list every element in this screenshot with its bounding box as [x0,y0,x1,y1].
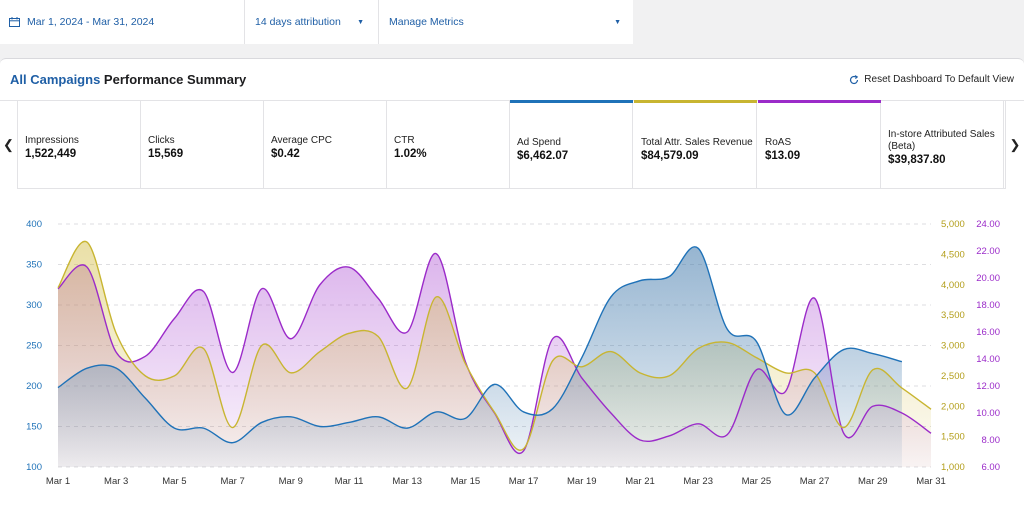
metric-cards-row: ❮ Impressions 1,522,449 Clicks 15,569 Av… [0,100,1024,189]
metric-value: $84,579.09 [641,150,699,162]
scroll-left-button[interactable]: ❮ [0,101,18,189]
metric-value: $39,837.80 [888,154,946,166]
top-filter-bar: Mar 1, 2024 - Mar 31, 2024 14 days attri… [0,0,633,44]
date-range-label: Mar 1, 2024 - Mar 31, 2024 [27,16,155,28]
y-left-tick-label: 300 [26,300,42,311]
ad-spend-shadow-area [58,246,902,467]
calendar-icon [9,17,20,27]
y-left-tick-label: 100 [26,462,42,473]
x-tick-label: Mar 17 [509,476,539,487]
chevron-left-icon: ❮ [3,137,14,152]
metric-value: $6,462.07 [517,150,569,162]
y-right-revenue-tick-label: 4,000 [941,280,965,291]
metric-card-impressions[interactable]: Impressions 1,522,449 [18,101,141,189]
title-rest: Performance Summary [103,72,247,87]
x-tick-label: Mar 5 [162,476,186,487]
metric-label: Total Attr. Sales Revenue [641,137,753,148]
y-right-roas-tick-label: 18.00 [976,300,1000,311]
y-right-roas-tick-label: 24.00 [976,219,1000,230]
metric-card-clicks[interactable]: Clicks 15,569 [141,101,264,189]
metric-value: 1.02% [394,148,427,160]
metric-value: $13.09 [765,150,801,162]
metric-card-roas[interactable]: RoAS $13.09 [758,100,881,189]
y-left-tick-label: 200 [26,381,42,392]
x-tick-label: Mar 21 [625,476,655,487]
x-tick-label: Mar 29 [858,476,888,487]
y-left-tick-label: 150 [26,422,42,433]
metric-label: Impressions [25,135,79,146]
metric-card-in-store-attributed-sales[interactable]: In-store Attributed Sales (Beta) $39,837… [881,101,1004,189]
performance-line-chart: 100 150 200 250 300 350 400 1,000 1,500 2,000 2,50… [26,219,1001,487]
manage-metrics-dropdown[interactable]: Manage Metrics ▼ [379,0,633,44]
y-left-tick-label: 350 [26,260,42,271]
metric-card-ctr[interactable]: CTR 1.02% [387,101,510,189]
x-tick-label: Mar 1 [46,476,70,487]
y-left-tick-label: 400 [26,219,42,230]
x-tick-label: Mar 11 [335,476,364,487]
x-tick-label: Mar 7 [220,476,244,487]
metric-label: In-store Attributed Sales (Beta) [888,129,995,152]
metric-label: CTR [394,135,415,146]
reset-label: Reset Dashboard To Default View [864,74,1014,85]
y-right-revenue-tick-label: 3,500 [941,310,965,321]
x-tick-label: Mar 25 [742,476,772,487]
metric-card-average-cpc[interactable]: Average CPC $0.42 [264,101,387,189]
metric-card-ad-spend[interactable]: Ad Spend $6,462.07 [510,100,633,189]
selected-indicator-bar [758,100,881,103]
metric-label: RoAS [765,137,792,148]
metric-value: 15,569 [148,148,184,160]
x-tick-label: Mar 31 [916,476,946,487]
metric-label: Average CPC [271,135,332,146]
metric-card-total-attr-sales-revenue[interactable]: Total Attr. Sales Revenue $84,579.09 [634,100,757,189]
attribution-label: 14 days attribution [255,16,341,28]
date-range-picker[interactable]: Mar 1, 2024 - Mar 31, 2024 [0,0,245,44]
panel-header: All Campaigns Performance Summary Reset … [0,59,1024,101]
y-right-revenue-tick-label: 3,000 [941,341,965,352]
y-right-roas-tick-label: 16.00 [976,327,1000,338]
metric-label: Clicks [148,135,175,146]
y-right-roas-tick-label: 14.00 [976,354,1000,365]
y-right-revenue-tick-label: 1,000 [941,462,965,473]
reset-dashboard-button[interactable]: Reset Dashboard To Default View [849,74,1014,85]
selected-indicator-bar [634,100,757,103]
x-tick-label: Mar 23 [683,476,713,487]
y-right-revenue-tick-label: 4,500 [941,249,965,260]
y-right-revenue-tick-label: 2,000 [941,401,965,412]
metric-value: 1,522,449 [25,148,77,160]
revenue-series-line [57,240,932,451]
y-right-revenue-tick-label: 5,000 [941,219,965,230]
metric-label: Ad Spend [517,137,561,148]
refresh-icon [850,74,859,84]
selected-indicator-bar [510,100,633,103]
y-right-roas-tick-label: 8.00 [982,435,1001,446]
y-right-roas-tick-label: 22.00 [976,246,1000,257]
x-tick-label: Mar 15 [451,476,481,487]
metric-value: $0.42 [271,148,300,160]
y-right-roas-tick-label: 6.00 [982,462,1001,473]
y-left-tick-label: 250 [26,341,42,352]
y-right-revenue-tick-label: 2,500 [941,371,965,382]
scroll-right-button[interactable]: ❯ [1005,101,1024,189]
x-tick-label: Mar 27 [800,476,830,487]
page-title: All Campaigns Performance Summary [10,72,246,87]
caret-down-icon: ▼ [357,18,364,26]
chevron-right-icon: ❯ [1009,137,1021,152]
y-right-roas-tick-label: 12.00 [976,381,1000,392]
title-highlight: All Campaigns [10,72,101,87]
manage-metrics-label: Manage Metrics [389,16,464,28]
y-right-roas-tick-label: 20.00 [976,273,1000,284]
x-tick-label: Mar 13 [392,476,422,487]
ad-spend-series-line [57,246,903,444]
caret-down-icon: ▼ [614,18,621,26]
y-right-revenue-tick-label: 1,500 [941,432,965,443]
x-tick-label: Mar 19 [567,476,597,487]
x-tick-label: Mar 9 [279,476,303,487]
x-tick-label: Mar 3 [104,476,128,487]
y-right-roas-tick-label: 10.00 [976,408,1000,419]
attribution-dropdown[interactable]: 14 days attribution ▼ [245,0,379,44]
